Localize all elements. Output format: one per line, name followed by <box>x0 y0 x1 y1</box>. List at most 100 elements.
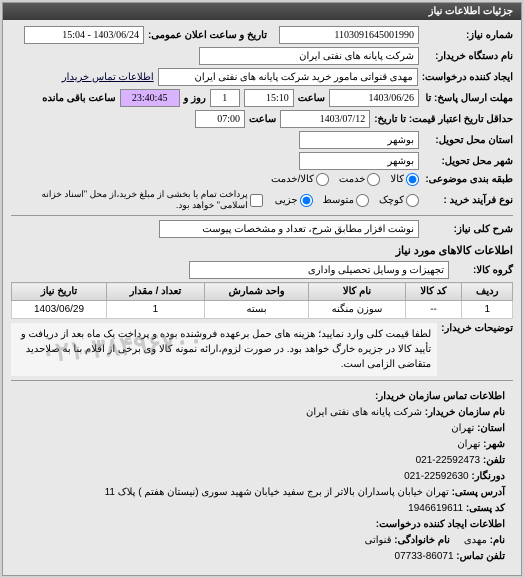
p-small-option[interactable]: کوچک <box>379 194 419 207</box>
creator-label: ایجاد کننده درخواست: <box>422 72 513 83</box>
col-code: کد کالا <box>405 283 462 301</box>
buyer-label: نام دستگاه خریدار: <box>423 51 513 62</box>
fax-label: دورنگار: <box>471 471 505 482</box>
cat-service-label: خدمت <box>339 174 366 185</box>
p-large-radio[interactable] <box>300 194 313 207</box>
cell-unit: بسته <box>204 301 309 319</box>
row-buyer: نام دستگاه خریدار: <box>11 47 513 65</box>
contact-block: اطلاعات تماس سازمان خریدار: نام سازمان خ… <box>11 385 513 569</box>
family-label: نام خانوادگی: <box>394 535 450 546</box>
creator-title: اطلاعات ایجاد کننده درخواست: <box>376 519 505 530</box>
creator-field[interactable] <box>158 68 418 86</box>
cell-idx: 1 <box>462 301 513 319</box>
goods-table: ردیف کد کالا نام کالا واحد شمارش تعداد /… <box>11 282 513 319</box>
purchase-note-option[interactable]: پرداخت تمام یا بخشی از مبلغ خرید،از محل … <box>11 189 263 211</box>
p-large-option[interactable]: جزیی <box>275 194 313 207</box>
pub-date-label: تاریخ و ساعت اعلان عمومی: <box>148 30 267 41</box>
tel-label: تلفن: <box>483 455 505 466</box>
org-value: شرکت پایانه های نفتی ایران <box>306 407 422 418</box>
cat-both-label: کالا/خدمت <box>271 174 314 185</box>
row-creator: ایجاد کننده درخواست: اطلاعات تماس خریدار <box>11 68 513 86</box>
buyer-contact-link[interactable]: اطلاعات تماس خریدار <box>62 72 154 83</box>
purchase-note-text: پرداخت تمام یا بخشی از مبلغ خرید،از محل … <box>11 189 248 211</box>
name-label: نام: <box>490 535 505 546</box>
remain-suffix: ساعت باقی مانده <box>42 93 115 104</box>
row-province: استان محل تحویل: <box>11 131 513 149</box>
row-deadline: مهلت ارسال پاسخ: تا ساعت روز و ساعت باقی… <box>11 89 513 107</box>
col-date: تاریخ نیاز <box>12 283 107 301</box>
cat-both-radio[interactable] <box>316 173 329 186</box>
goods-section-title: اطلاعات کالاهای مورد نیاز <box>11 244 513 257</box>
cell-qty: 1 <box>107 301 205 319</box>
addr-value: تهران خیابان پاسداران بالاتر از برج سفید… <box>105 487 449 498</box>
name-value: مهدی <box>464 535 487 546</box>
panel-body: شماره نیاز: تاریخ و ساعت اعلان عمومی: نا… <box>3 20 521 575</box>
time-label-2: ساعت <box>249 114 276 125</box>
cell-name: سوزن منگنه <box>309 301 405 319</box>
row-req-no: شماره نیاز: تاریخ و ساعت اعلان عمومی: <box>11 26 513 44</box>
cat-goods-label: کالا <box>390 174 404 185</box>
province-field[interactable] <box>299 131 419 149</box>
goods-table-wrap: ردیف کد کالا نام کالا واحد شمارش تعداد /… <box>11 282 513 319</box>
divider-2 <box>11 380 513 381</box>
notes-label: توضیحات خریدار: <box>441 323 513 334</box>
desc-field[interactable] <box>159 220 419 238</box>
purchase-label: نوع فرآیند خرید : <box>423 195 513 206</box>
deadline-date-field[interactable] <box>329 89 419 107</box>
valid-date-field[interactable] <box>280 110 370 128</box>
req-no-label: شماره نیاز: <box>423 30 513 41</box>
col-qty: تعداد / مقدار <box>107 283 205 301</box>
ccity-label: شهر: <box>483 439 505 450</box>
req-no-field[interactable] <box>279 26 419 44</box>
p-large-label: جزیی <box>275 195 298 206</box>
purchase-radio-group: کوچک متوسط جزیی <box>275 194 419 207</box>
tel-value: 22592473-021 <box>416 455 481 466</box>
cat-goods-radio[interactable] <box>406 173 419 186</box>
org-label: نام سازمان خریدار: <box>425 407 505 418</box>
p-small-label: کوچک <box>379 195 404 206</box>
addr-label: آدرس پستی: <box>452 487 505 498</box>
deadline-time-field[interactable] <box>244 89 294 107</box>
col-idx: ردیف <box>462 283 513 301</box>
deadline-label: مهلت ارسال پاسخ: تا <box>423 93 513 104</box>
cell-date: 1403/06/29 <box>12 301 107 319</box>
contact-title: اطلاعات تماس سازمان خریدار: <box>375 391 505 402</box>
cat-radio-group: کالا خدمت کالا/خدمت <box>271 173 419 186</box>
valid-time-field[interactable] <box>195 110 245 128</box>
col-unit: واحد شمارش <box>204 283 309 301</box>
table-row[interactable]: 1 -- سوزن منگنه بسته 1 1403/06/29 <box>12 301 513 319</box>
ccity-value: تهران <box>457 439 480 450</box>
divider-1 <box>11 215 513 216</box>
pub-date-field[interactable] <box>24 26 144 44</box>
panel-header: جزئیات اطلاعات نیاز <box>3 3 521 20</box>
fax-value: 22592630-021 <box>404 471 469 482</box>
goods-group-label: گروه کالا: <box>453 265 513 276</box>
row-goods-group: گروه کالا: <box>11 261 513 279</box>
zip-value: 1946619611 <box>408 503 463 514</box>
buyer-field[interactable] <box>199 47 419 65</box>
phone-label: تلفن تماس: <box>456 551 505 562</box>
cat-service-radio[interactable] <box>367 173 380 186</box>
panel-title: جزئیات اطلاعات نیاز <box>429 6 513 17</box>
desc-label: شرح کلی نیاز: <box>423 224 513 235</box>
cell-code: -- <box>405 301 462 319</box>
p-medium-radio[interactable] <box>356 194 369 207</box>
goods-group-field[interactable] <box>189 261 449 279</box>
row-valid: حداقل تاریخ اعتبار قیمت: تا تاریخ: ساعت <box>11 110 513 128</box>
purchase-note-checkbox[interactable] <box>250 194 263 207</box>
notes-text: لطفا قیمت کلی وارد نمایید؛ هزینه های حمل… <box>11 323 437 376</box>
city-field[interactable] <box>299 152 419 170</box>
prov-value: تهران <box>451 423 474 434</box>
row-city: شهر محل تحویل: <box>11 152 513 170</box>
row-desc: شرح کلی نیاز: <box>11 220 513 238</box>
cat-both-option[interactable]: کالا/خدمت <box>271 173 329 186</box>
phone-value: 86071-07733 <box>395 551 454 562</box>
family-value: قنواتی <box>365 535 392 546</box>
table-header-row: ردیف کد کالا نام کالا واحد شمارش تعداد /… <box>12 283 513 301</box>
cat-goods-option[interactable]: کالا <box>390 173 419 186</box>
remain-time-field <box>120 89 180 107</box>
p-medium-option[interactable]: متوسط <box>323 194 369 207</box>
cat-service-option[interactable]: خدمت <box>339 173 381 186</box>
p-small-radio[interactable] <box>406 194 419 207</box>
cat-label: طبقه بندی موضوعی: <box>423 174 513 185</box>
